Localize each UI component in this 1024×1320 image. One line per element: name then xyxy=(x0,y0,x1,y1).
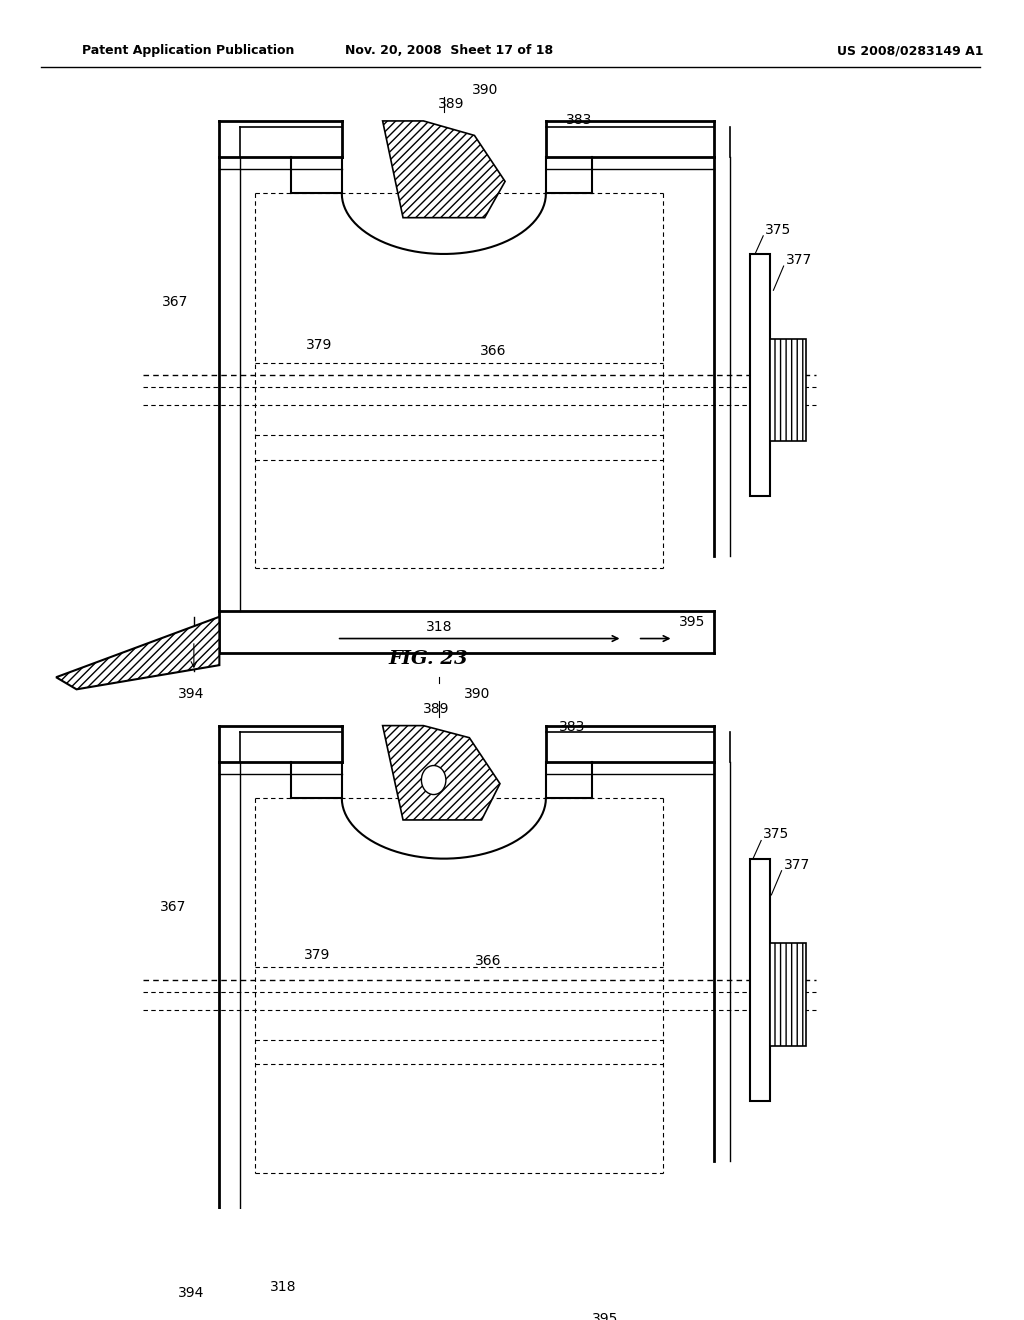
Text: 367: 367 xyxy=(163,296,188,309)
Text: Patent Application Publication: Patent Application Publication xyxy=(82,45,294,57)
Circle shape xyxy=(422,766,445,795)
Text: 318: 318 xyxy=(270,1279,297,1294)
Text: 366: 366 xyxy=(474,954,501,969)
Text: 377: 377 xyxy=(785,253,812,267)
Text: FIG. 23: FIG. 23 xyxy=(389,651,468,668)
Text: 375: 375 xyxy=(763,828,790,841)
Polygon shape xyxy=(383,726,500,820)
Polygon shape xyxy=(770,944,806,1045)
Text: 377: 377 xyxy=(783,858,810,871)
Polygon shape xyxy=(770,339,806,441)
FancyBboxPatch shape xyxy=(750,858,770,1101)
Text: 394: 394 xyxy=(177,686,204,701)
Text: 389: 389 xyxy=(423,702,449,715)
Text: 375: 375 xyxy=(765,223,792,236)
Text: 394: 394 xyxy=(177,1286,204,1300)
Text: 390: 390 xyxy=(471,83,498,96)
Text: 395: 395 xyxy=(679,615,705,628)
Text: 389: 389 xyxy=(437,98,464,111)
Text: 379: 379 xyxy=(304,948,331,962)
FancyBboxPatch shape xyxy=(750,253,770,496)
Polygon shape xyxy=(56,616,219,689)
Text: 366: 366 xyxy=(479,343,506,358)
Text: 383: 383 xyxy=(566,114,593,127)
Polygon shape xyxy=(56,1270,765,1320)
Text: 318: 318 xyxy=(426,619,452,634)
Text: 367: 367 xyxy=(161,900,186,913)
Text: US 2008/0283149 A1: US 2008/0283149 A1 xyxy=(837,45,983,57)
Text: 395: 395 xyxy=(592,1312,618,1320)
Text: 390: 390 xyxy=(464,688,490,701)
Polygon shape xyxy=(383,121,505,218)
Text: Nov. 20, 2008  Sheet 17 of 18: Nov. 20, 2008 Sheet 17 of 18 xyxy=(345,45,553,57)
Text: 383: 383 xyxy=(559,721,586,734)
Text: 379: 379 xyxy=(306,338,333,351)
